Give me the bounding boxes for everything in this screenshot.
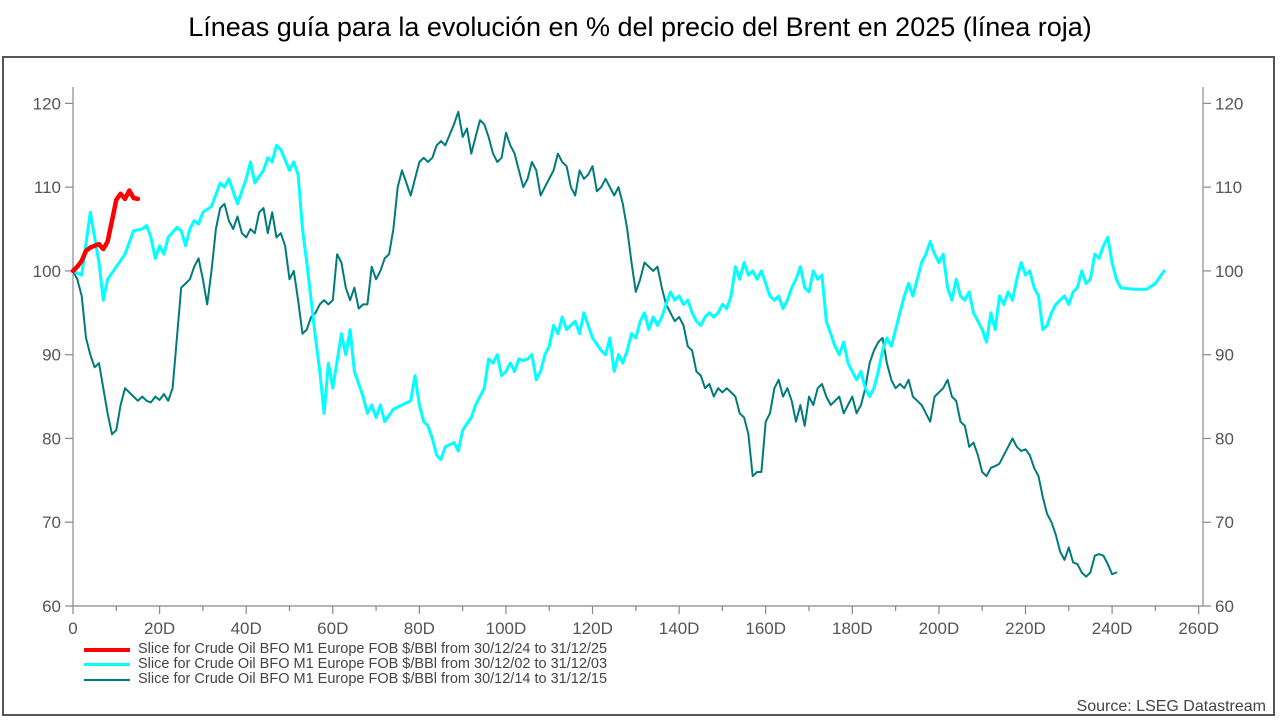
chart-series bbox=[70, 110, 1166, 578]
y-tick-label-left: 120 bbox=[33, 94, 61, 113]
y-tick-label-right: 70 bbox=[1215, 513, 1234, 532]
legend-entry-2015: Slice for Crude Oil BFO M1 Europe FOB $/… bbox=[84, 672, 607, 687]
x-tick-label: 60D bbox=[317, 619, 348, 638]
source-note: Source: LSEG Datastream bbox=[1076, 698, 1266, 715]
legend-label-2003: Slice for Crude Oil BFO M1 Europe FOB $/… bbox=[138, 656, 608, 672]
legend-entry-2025: Slice for Crude Oil BFO M1 Europe FOB $/… bbox=[84, 642, 607, 657]
x-tick-label: 100D bbox=[486, 619, 527, 638]
chart-title: Líneas guía para la evolución en % del p… bbox=[188, 12, 1092, 42]
legend-label-2025: Slice for Crude Oil BFO M1 Europe FOB $/… bbox=[138, 641, 608, 657]
legend-entry-2003: Slice for Crude Oil BFO M1 Europe FOB $/… bbox=[84, 657, 607, 672]
y-tick-label-left: 100 bbox=[33, 262, 61, 281]
series-line-0 bbox=[70, 188, 141, 274]
y-tick-label-right: 90 bbox=[1215, 346, 1234, 365]
x-tick-label: 0 bbox=[68, 619, 77, 638]
chart-frame bbox=[2, 56, 1275, 716]
x-tick-label: 140D bbox=[659, 619, 700, 638]
x-tick-label: 200D bbox=[919, 619, 960, 638]
x-tick-label: 160D bbox=[745, 619, 786, 638]
chart-axes: 60 60 70 70 80 80 90 90 100 100 110 110 120 120 0 20D 40… bbox=[33, 87, 1243, 638]
chart-legend: Slice for Crude Oil BFO M1 Europe FOB $/… bbox=[84, 642, 607, 687]
legend-swatch-2015 bbox=[84, 678, 130, 681]
x-tick-label: 260D bbox=[1178, 619, 1219, 638]
y-tick-label-left: 80 bbox=[42, 429, 61, 448]
x-tick-label: 180D bbox=[832, 619, 873, 638]
y-tick-label-right: 80 bbox=[1215, 429, 1234, 448]
x-tick-label: 220D bbox=[1005, 619, 1046, 638]
series-line-2 bbox=[72, 110, 1118, 578]
x-tick-label: 120D bbox=[572, 619, 613, 638]
y-tick-label-left: 110 bbox=[34, 178, 61, 197]
y-tick-label-right: 120 bbox=[1215, 94, 1243, 113]
legend-swatch-2025 bbox=[84, 647, 130, 652]
x-tick-label: 20D bbox=[144, 619, 175, 638]
legend-swatch-2003 bbox=[84, 663, 130, 666]
x-tick-label: 240D bbox=[1092, 619, 1133, 638]
x-tick-label: 80D bbox=[404, 619, 435, 638]
y-tick-label-right: 110 bbox=[1215, 178, 1242, 197]
y-tick-label-left: 90 bbox=[42, 346, 61, 365]
x-tick-label: 40D bbox=[231, 619, 262, 638]
series-line-1 bbox=[71, 143, 1166, 461]
y-tick-label-left: 70 bbox=[42, 513, 61, 532]
y-tick-label-right: 60 bbox=[1215, 597, 1234, 616]
legend-label-2015: Slice for Crude Oil BFO M1 Europe FOB $/… bbox=[138, 671, 608, 687]
y-tick-label-left: 60 bbox=[42, 597, 61, 616]
y-tick-label-right: 100 bbox=[1215, 262, 1243, 281]
